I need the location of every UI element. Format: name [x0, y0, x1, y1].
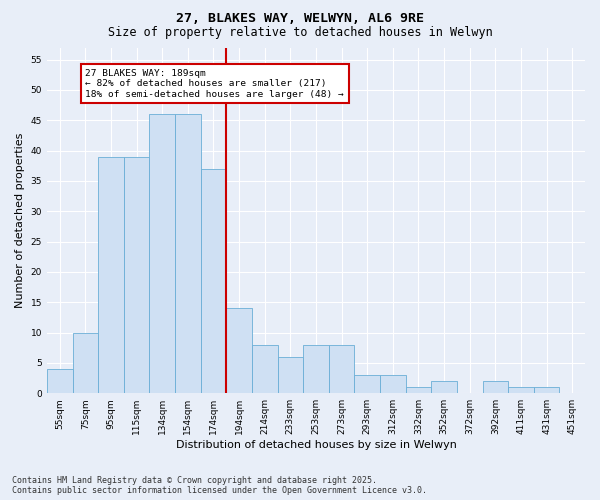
- Text: Contains HM Land Registry data © Crown copyright and database right 2025.
Contai: Contains HM Land Registry data © Crown c…: [12, 476, 427, 495]
- Bar: [508, 387, 534, 393]
- Bar: [534, 387, 559, 393]
- Bar: [226, 308, 252, 393]
- Text: 27 BLAKES WAY: 189sqm
← 82% of detached houses are smaller (217)
18% of semi-det: 27 BLAKES WAY: 189sqm ← 82% of detached …: [85, 68, 344, 98]
- Bar: [98, 156, 124, 393]
- Bar: [380, 375, 406, 393]
- Bar: [200, 169, 226, 393]
- X-axis label: Distribution of detached houses by size in Welwyn: Distribution of detached houses by size …: [176, 440, 457, 450]
- Bar: [278, 357, 303, 393]
- Bar: [47, 369, 73, 393]
- Text: 27, BLAKES WAY, WELWYN, AL6 9RE: 27, BLAKES WAY, WELWYN, AL6 9RE: [176, 12, 424, 26]
- Bar: [149, 114, 175, 393]
- Bar: [406, 387, 431, 393]
- Bar: [355, 375, 380, 393]
- Bar: [252, 344, 278, 393]
- Bar: [329, 344, 355, 393]
- Text: Size of property relative to detached houses in Welwyn: Size of property relative to detached ho…: [107, 26, 493, 39]
- Y-axis label: Number of detached properties: Number of detached properties: [15, 132, 25, 308]
- Bar: [482, 381, 508, 393]
- Bar: [175, 114, 200, 393]
- Bar: [73, 332, 98, 393]
- Bar: [303, 344, 329, 393]
- Bar: [431, 381, 457, 393]
- Bar: [124, 156, 149, 393]
